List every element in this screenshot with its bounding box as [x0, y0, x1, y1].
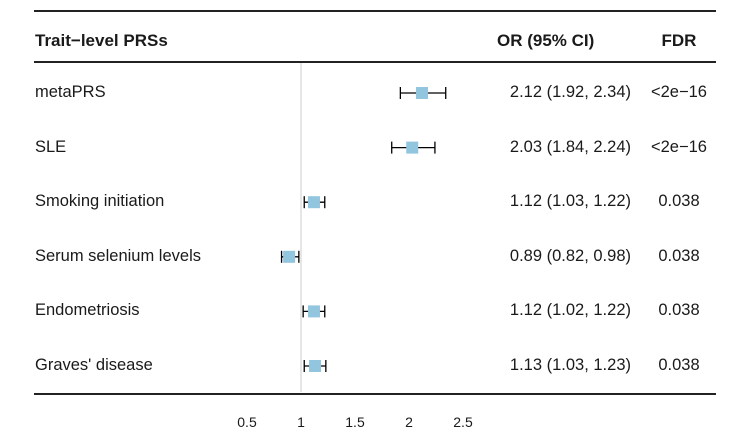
bottom-rule [34, 393, 716, 395]
or-point [309, 360, 322, 372]
x-tick-label: 2.5 [453, 414, 473, 430]
trait-label: SLE [35, 137, 67, 156]
or-ci-value: 2.12 (1.92, 2.34) [509, 83, 631, 101]
or-point [406, 141, 419, 154]
top-rule [34, 10, 716, 12]
fdr-value: <2e−16 [651, 83, 707, 101]
or-point [283, 250, 296, 263]
trait-label: Serum selenium levels [35, 246, 201, 265]
header-fdr: FDR [661, 31, 697, 50]
header-trait: Trait−level PRSs [35, 31, 168, 50]
or-ci-value: 0.89 (0.82, 0.98) [509, 246, 631, 265]
header-or: OR (95% CI) [497, 31, 595, 50]
header-rule [34, 61, 716, 63]
or-ci-value: 2.03 (1.84, 2.24) [509, 137, 631, 156]
x-tick-label: 0.5 [237, 414, 257, 430]
trait-label: Endometriosis [35, 301, 140, 320]
fdr-value: 0.038 [658, 301, 700, 320]
or-point [415, 87, 428, 99]
fdr-value: 0.038 [658, 356, 700, 374]
or-point [307, 305, 320, 318]
forest-marks [280, 87, 447, 372]
or-ci-value: 1.12 (1.03, 1.22) [509, 192, 631, 211]
trait-label: Smoking initiation [35, 192, 165, 211]
or-point [307, 196, 320, 209]
x-tick-label: 1.5 [345, 414, 365, 430]
fdr-value: 0.038 [658, 246, 700, 265]
x-tick-label: 1 [297, 414, 305, 430]
fdr-value: 0.038 [658, 192, 700, 211]
fdr-value: <2e−16 [651, 137, 707, 156]
trait-label: Graves' disease [35, 356, 153, 374]
trait-label: metaPRS [35, 83, 106, 101]
x-tick-label: 2 [405, 414, 413, 430]
or-ci-value: 1.12 (1.02, 1.22) [509, 301, 631, 320]
or-ci-value: 1.13 (1.03, 1.23) [509, 356, 631, 374]
